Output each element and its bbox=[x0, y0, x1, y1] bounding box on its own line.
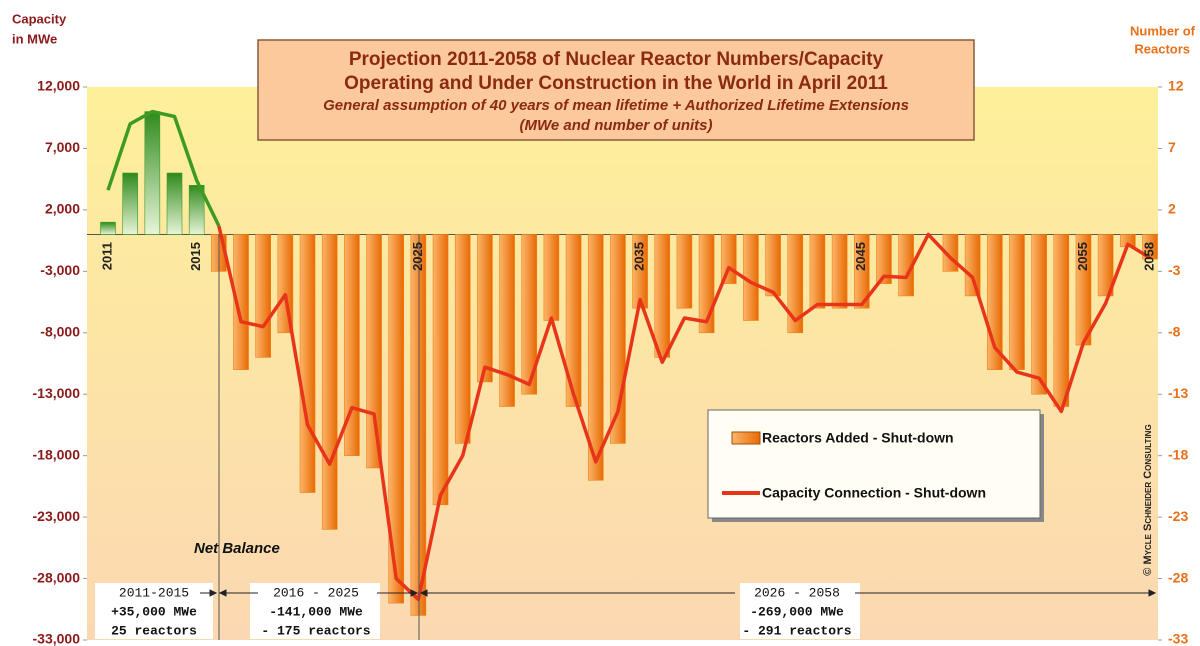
annotation: 2011-2015 bbox=[119, 585, 189, 600]
bar bbox=[100, 221, 116, 235]
y-tick-label: -3,000 bbox=[40, 262, 80, 278]
bar bbox=[1031, 234, 1047, 395]
bar bbox=[853, 234, 870, 309]
bar bbox=[1009, 234, 1025, 370]
x-tick-label: 2015 bbox=[188, 242, 203, 271]
bar bbox=[876, 234, 892, 284]
bar bbox=[1142, 234, 1158, 260]
y-tick-label: -13,000 bbox=[33, 385, 81, 401]
y-tick-label: 2,000 bbox=[45, 201, 80, 217]
bar bbox=[188, 185, 205, 235]
y2-tick-label: -28 bbox=[1168, 569, 1188, 585]
legend-swatch bbox=[731, 431, 761, 445]
bar bbox=[1097, 234, 1114, 297]
annotation: -269,000 MWe bbox=[750, 604, 844, 619]
title-box bbox=[257, 39, 975, 141]
bar bbox=[144, 111, 161, 235]
arrows bbox=[200, 589, 1157, 597]
bar bbox=[654, 234, 671, 358]
y2-tick-label: 7 bbox=[1168, 139, 1176, 155]
x-tick-label: 2045 bbox=[853, 242, 868, 271]
y2-tick-label: 12 bbox=[1168, 78, 1184, 94]
bar bbox=[122, 172, 138, 235]
bar bbox=[765, 234, 781, 297]
annotation: - 175 reactors bbox=[261, 623, 370, 638]
annotation: 25 reactors bbox=[111, 623, 197, 638]
bar bbox=[587, 234, 604, 481]
bar bbox=[432, 234, 449, 506]
bar bbox=[831, 234, 848, 309]
legend-label: Capacity Connection - Shut-down bbox=[762, 485, 986, 501]
watermark: © Mycle Schneider Consulting bbox=[1142, 424, 1154, 575]
y-tick-label: -28,000 bbox=[33, 569, 81, 585]
line bbox=[217, 225, 1151, 602]
bar bbox=[964, 234, 981, 297]
legend bbox=[707, 409, 1041, 519]
bar bbox=[676, 234, 693, 309]
line-positive bbox=[106, 109, 221, 227]
bar bbox=[366, 234, 382, 469]
annotation: -141,000 MWe bbox=[269, 604, 363, 619]
bar bbox=[299, 234, 316, 493]
x-tick-label: 2035 bbox=[632, 242, 647, 271]
bar bbox=[166, 172, 183, 235]
bar bbox=[787, 234, 804, 334]
bar bbox=[477, 234, 493, 383]
annotation: +35,000 MWe bbox=[111, 604, 197, 619]
y2-tick-label: -23 bbox=[1168, 508, 1188, 524]
y-axis-label: in MWe bbox=[12, 31, 57, 46]
y-axis-label: Capacity bbox=[12, 11, 67, 26]
bar bbox=[1053, 234, 1070, 407]
y-tick-label: 7,000 bbox=[45, 139, 80, 155]
bar bbox=[521, 234, 538, 395]
annotation-box bbox=[95, 583, 213, 639]
bar bbox=[499, 234, 515, 407]
bar bbox=[809, 234, 826, 309]
x-tick-label: 2058 bbox=[1141, 242, 1156, 271]
bar bbox=[344, 234, 360, 456]
bar bbox=[233, 234, 249, 370]
annotation: Net Balance bbox=[194, 540, 280, 557]
y2-tick-label: -33 bbox=[1168, 631, 1188, 646]
y2-tick-label: 2 bbox=[1168, 201, 1176, 217]
annotation-box bbox=[740, 583, 860, 639]
chart-title: Projection 2011-2058 of Nuclear Reactor … bbox=[349, 49, 884, 70]
y-tick-label: -33,000 bbox=[33, 631, 81, 646]
y-tick-label: 12,000 bbox=[37, 78, 80, 94]
annotation: 2016 - 2025 bbox=[273, 585, 359, 600]
bar bbox=[454, 234, 471, 444]
y-tick-label: -18,000 bbox=[33, 446, 81, 462]
annotation: - 291 reactors bbox=[742, 623, 851, 638]
bar bbox=[410, 234, 427, 616]
x-tick-label: 2011 bbox=[99, 242, 114, 270]
bar bbox=[388, 234, 405, 604]
annotation-box bbox=[250, 583, 380, 639]
chart-subtitle: (MWe and number of units) bbox=[519, 117, 712, 134]
chart-title: Operating and Under Construction in the … bbox=[344, 73, 888, 94]
y-tick-label: -23,000 bbox=[33, 508, 81, 524]
chart-subtitle: General assumption of 40 years of mean l… bbox=[323, 97, 909, 114]
x-tick-label: 2025 bbox=[410, 242, 425, 271]
bar bbox=[565, 234, 582, 407]
annotation: 2026 - 2058 bbox=[754, 585, 840, 600]
y2-tick-label: -3 bbox=[1168, 262, 1181, 278]
y2-tick-label: -18 bbox=[1168, 446, 1188, 462]
y2-axis-label: Reactors bbox=[1134, 41, 1190, 56]
legend-label: Reactors Added - Shut-down bbox=[762, 430, 954, 446]
y-tick-label: -8,000 bbox=[40, 323, 80, 339]
y2-axis-label: Number of bbox=[1130, 23, 1196, 38]
y2-tick-label: -8 bbox=[1168, 323, 1181, 339]
x-tick-label: 2055 bbox=[1075, 242, 1090, 271]
bar bbox=[255, 234, 271, 358]
y2-tick-label: -13 bbox=[1168, 385, 1188, 401]
bar bbox=[321, 234, 338, 530]
bar bbox=[543, 234, 560, 321]
